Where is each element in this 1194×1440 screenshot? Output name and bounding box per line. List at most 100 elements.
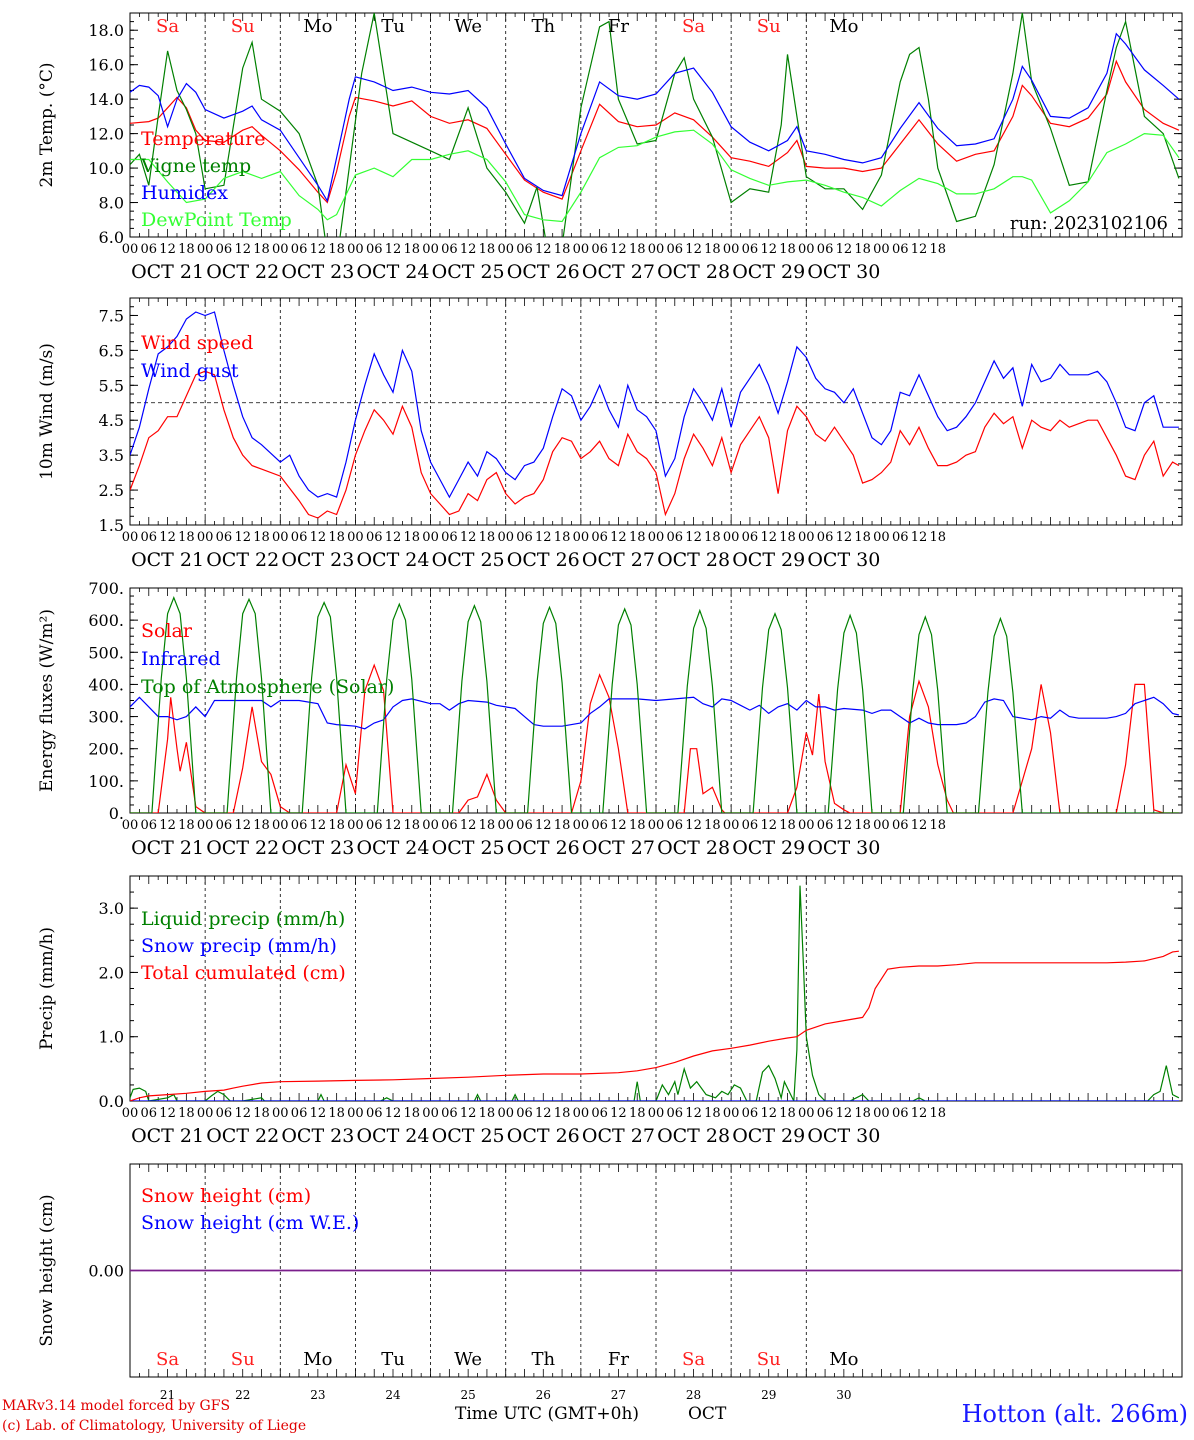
hour-tick-label: 12 xyxy=(385,818,402,833)
hour-tick-label: 18 xyxy=(930,1106,947,1121)
hour-tick-label: 18 xyxy=(554,1106,571,1121)
hour-tick-label: 12 xyxy=(460,818,477,833)
series-line xyxy=(130,13,1180,237)
y-tick-label: 18.0 xyxy=(88,21,124,40)
y-tick-label: 8.0 xyxy=(99,194,124,213)
hour-tick-label: 00 xyxy=(798,1106,815,1121)
day-label: OCT 27 xyxy=(582,549,655,571)
hour-tick-label: 06 xyxy=(516,530,533,545)
hour-tick-label: 06 xyxy=(216,1106,233,1121)
series-line xyxy=(130,885,1180,1101)
series-line xyxy=(130,129,1180,223)
hour-tick-label: 12 xyxy=(535,1106,552,1121)
hour-tick-label: 06 xyxy=(141,818,158,833)
hour-tick-label: 00 xyxy=(723,1106,740,1121)
hour-tick-label: 12 xyxy=(836,1106,853,1121)
hour-tick-label: 00 xyxy=(197,818,214,833)
weekday-label: We xyxy=(454,16,482,37)
y-tick-label: 1.5 xyxy=(99,516,124,535)
y-tick-label: 400. xyxy=(88,675,124,694)
y-axis-label: Snow height (cm) xyxy=(37,1194,57,1346)
hour-tick-label: 12 xyxy=(760,1106,777,1121)
y-tick-label: 300. xyxy=(88,708,124,727)
series-line xyxy=(130,696,1180,730)
hour-tick-label: 00 xyxy=(723,818,740,833)
y-tick-label: 4.5 xyxy=(99,411,124,430)
series-line xyxy=(130,59,1180,204)
hour-tick-label: 00 xyxy=(197,242,214,257)
panel-4: 0.0 1.0 2.0 3.0 Precip (mm/h) Liquid precip (… xyxy=(37,875,1183,1147)
hour-tick-label: 12 xyxy=(685,818,702,833)
hour-tick-label: 12 xyxy=(685,1106,702,1121)
weekday-label: Sa xyxy=(682,1349,705,1370)
hour-tick-label: 12 xyxy=(535,818,552,833)
hour-tick-label: 06 xyxy=(591,818,608,833)
hour-tick-label: 18 xyxy=(629,1106,646,1121)
weekday-label: Sa xyxy=(156,1349,179,1370)
hour-tick-label: 06 xyxy=(291,1106,308,1121)
hour-tick-label: 18 xyxy=(479,242,496,257)
series-line xyxy=(130,950,1179,1101)
hour-tick-label: 18 xyxy=(479,530,496,545)
hour-tick-label: 06 xyxy=(591,530,608,545)
y-axis-label: 10m Wind (m/s) xyxy=(37,343,57,480)
hour-tick-label: 06 xyxy=(817,530,834,545)
hour-tick-label: 00 xyxy=(573,242,590,257)
hour-tick-label: 00 xyxy=(422,242,439,257)
hour-tick-label: 18 xyxy=(253,242,270,257)
hour-tick-label: 06 xyxy=(892,818,909,833)
day-label: OCT 23 xyxy=(281,549,354,571)
y-tick-label: 0.0 xyxy=(99,1092,124,1111)
weekday-label: Su xyxy=(757,16,781,37)
hour-tick-label: 12 xyxy=(685,242,702,257)
y-tick-label: 14.0 xyxy=(88,90,124,109)
day-label: OCT 29 xyxy=(732,1125,805,1147)
hour-tick-label: 00 xyxy=(122,530,139,545)
day-label: OCT 22 xyxy=(206,549,279,571)
hour-tick-label: 06 xyxy=(892,1106,909,1121)
hour-tick-label: 18 xyxy=(930,530,947,545)
hour-tick-label: 06 xyxy=(516,1106,533,1121)
day-label: OCT 24 xyxy=(356,837,429,859)
hour-tick-label: 18 xyxy=(554,530,571,545)
hour-tick-label: 00 xyxy=(197,530,214,545)
hour-tick-label: 18 xyxy=(629,242,646,257)
hour-tick-label: 12 xyxy=(610,818,627,833)
weekday-label: Mo xyxy=(829,1349,858,1370)
day-label: OCT 23 xyxy=(281,261,354,283)
day-number-label: 21 xyxy=(160,1388,175,1402)
hour-tick-label: 06 xyxy=(516,818,533,833)
hour-tick-label: 12 xyxy=(911,530,928,545)
weekday-label: Tu xyxy=(381,16,405,37)
day-label: OCT 26 xyxy=(507,261,580,283)
hour-tick-label: 18 xyxy=(779,818,796,833)
y-tick-label: 3.0 xyxy=(99,899,124,918)
hour-tick-label: 18 xyxy=(854,242,871,257)
hour-tick-label: 12 xyxy=(836,530,853,545)
hour-tick-label: 18 xyxy=(554,242,571,257)
legend-entry: Total cumulated (cm) xyxy=(141,962,346,984)
day-label: OCT 21 xyxy=(131,261,204,283)
run-label: run: 2023102106 xyxy=(1010,213,1168,234)
y-tick-label: 2.5 xyxy=(99,481,124,500)
hour-tick-label: 00 xyxy=(272,242,289,257)
hour-tick-label: 00 xyxy=(497,818,514,833)
hour-tick-label: 06 xyxy=(441,818,458,833)
weekday-label: Su xyxy=(231,16,255,37)
hour-tick-label: 12 xyxy=(159,818,176,833)
panel-5: 0.00 Snow height (cm) Snow height (cm) Snow… xyxy=(37,1163,1183,1402)
weekday-label: Th xyxy=(531,1349,555,1370)
hour-tick-label: 18 xyxy=(328,530,345,545)
hour-tick-label: 06 xyxy=(742,242,759,257)
y-tick-label: 700. xyxy=(88,579,124,598)
series-line xyxy=(130,311,1179,499)
weekday-label: We xyxy=(454,1349,482,1370)
hour-tick-label: 06 xyxy=(291,530,308,545)
y-tick-label: 16.0 xyxy=(88,56,124,75)
hour-tick-label: 18 xyxy=(854,818,871,833)
day-label: OCT 29 xyxy=(732,261,805,283)
hour-tick-label: 12 xyxy=(610,530,627,545)
y-tick-label: 5.5 xyxy=(99,376,124,395)
hour-tick-label: 12 xyxy=(234,818,251,833)
hour-tick-label: 00 xyxy=(573,1106,590,1121)
